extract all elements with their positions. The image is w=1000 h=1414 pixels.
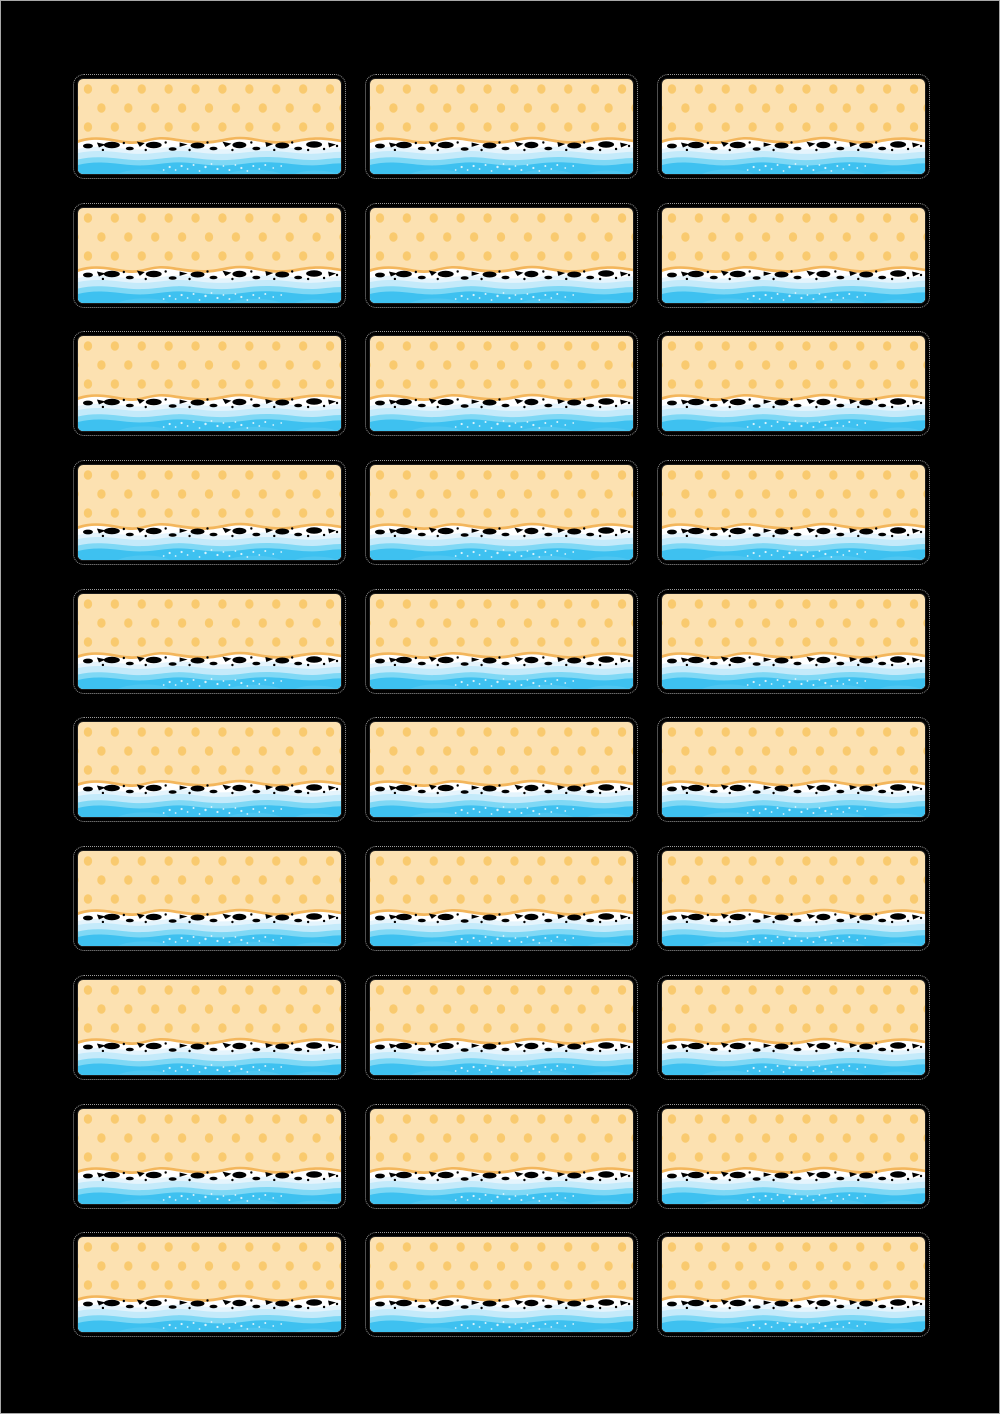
beach-art [370, 207, 633, 303]
beach-art-frame [662, 1108, 925, 1204]
beach-art [370, 593, 633, 689]
beach-art [662, 79, 925, 174]
beach-art-frame [662, 851, 925, 947]
beach-label-20[interactable] [365, 846, 638, 952]
beach-art-frame [662, 79, 925, 174]
beach-label-29[interactable] [365, 1232, 638, 1338]
beach-art [78, 1237, 341, 1333]
beach-art-frame [662, 979, 925, 1075]
beach-art-frame [370, 207, 633, 303]
beach-label-19[interactable] [73, 846, 346, 952]
beach-art [370, 465, 633, 561]
beach-art [370, 336, 633, 432]
beach-art-frame [370, 336, 633, 432]
beach-art [662, 722, 925, 818]
beach-art [78, 722, 341, 818]
beach-label-27[interactable] [657, 1103, 930, 1209]
beach-label-30[interactable] [657, 1232, 930, 1338]
beach-art [78, 336, 341, 432]
beach-art-frame [78, 1108, 341, 1204]
beach-art-frame [662, 1237, 925, 1333]
beach-label-8[interactable] [365, 331, 638, 437]
beach-art-frame [78, 593, 341, 689]
label-sheet [73, 74, 930, 1338]
beach-art [662, 465, 925, 561]
beach-art [662, 1108, 925, 1204]
beach-art [78, 79, 341, 174]
beach-art [370, 979, 633, 1075]
beach-art-frame [78, 79, 341, 174]
beach-art-frame [370, 593, 633, 689]
beach-art-frame [370, 851, 633, 947]
beach-art-frame [662, 465, 925, 561]
beach-label-6[interactable] [657, 202, 930, 308]
beach-art [78, 593, 341, 689]
beach-label-5[interactable] [365, 202, 638, 308]
beach-label-11[interactable] [365, 460, 638, 566]
beach-art-frame [78, 851, 341, 947]
beach-art [78, 851, 341, 947]
beach-label-4[interactable] [73, 202, 346, 308]
beach-art [370, 1237, 633, 1333]
beach-art [662, 207, 925, 303]
beach-label-21[interactable] [657, 846, 930, 952]
beach-art [662, 851, 925, 947]
beach-label-16[interactable] [73, 717, 346, 823]
beach-art-frame [78, 979, 341, 1075]
beach-art [370, 851, 633, 947]
beach-label-10[interactable] [73, 460, 346, 566]
beach-art-frame [662, 593, 925, 689]
beach-label-17[interactable] [365, 717, 638, 823]
beach-art-frame [78, 465, 341, 561]
beach-art-frame [370, 979, 633, 1075]
beach-label-13[interactable] [73, 588, 346, 694]
beach-art [370, 79, 633, 174]
beach-art-frame [370, 1237, 633, 1333]
beach-label-24[interactable] [657, 974, 930, 1080]
beach-label-28[interactable] [73, 1232, 346, 1338]
beach-label-26[interactable] [365, 1103, 638, 1209]
beach-art-frame [370, 1108, 633, 1204]
beach-art-frame [662, 336, 925, 432]
beach-art [370, 722, 633, 818]
beach-label-23[interactable] [365, 974, 638, 1080]
beach-art [370, 1108, 633, 1204]
beach-art-frame [78, 336, 341, 432]
beach-label-3[interactable] [657, 74, 930, 179]
beach-art [662, 336, 925, 432]
beach-art [78, 979, 341, 1075]
beach-label-22[interactable] [73, 974, 346, 1080]
beach-art [78, 207, 341, 303]
beach-art [78, 465, 341, 561]
beach-label-9[interactable] [657, 331, 930, 437]
beach-art [78, 1108, 341, 1204]
beach-art [662, 1237, 925, 1333]
beach-label-1[interactable] [73, 74, 346, 179]
beach-label-15[interactable] [657, 588, 930, 694]
beach-label-2[interactable] [365, 74, 638, 179]
beach-art [662, 979, 925, 1075]
beach-label-18[interactable] [657, 717, 930, 823]
beach-art-frame [370, 722, 633, 818]
beach-art-frame [78, 1237, 341, 1333]
beach-label-12[interactable] [657, 460, 930, 566]
beach-art [662, 593, 925, 689]
beach-art-frame [662, 722, 925, 818]
beach-art-frame [662, 207, 925, 303]
beach-art-frame [78, 207, 341, 303]
beach-label-7[interactable] [73, 331, 346, 437]
beach-label-14[interactable] [365, 588, 638, 694]
beach-art-frame [370, 79, 633, 174]
beach-art-frame [370, 465, 633, 561]
beach-label-25[interactable] [73, 1103, 346, 1209]
beach-art-frame [78, 722, 341, 818]
